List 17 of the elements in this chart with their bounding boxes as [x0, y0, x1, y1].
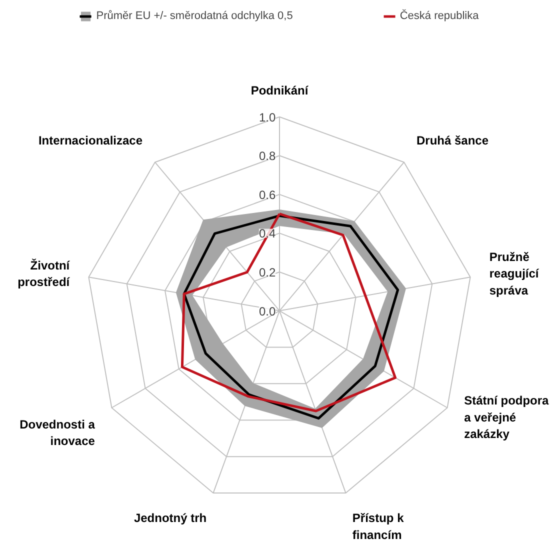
y-tick-label: 0.4: [258, 226, 276, 241]
spoke-label: Internacionalizace: [38, 133, 143, 148]
legend-label: Česká republika: [400, 10, 479, 22]
spoke-label: Podnikání: [250, 83, 309, 98]
y-tick-label: 0.2: [258, 266, 276, 280]
spoke-label: Státní podpora a veřejné zakázky: [464, 394, 550, 442]
legend-label: Průměr EU +/- směrodatná odchylka 0,5: [96, 10, 293, 22]
y-tick-label: 0.6: [258, 188, 276, 202]
spoke-label: Jednotný trh: [134, 511, 207, 526]
y-tick-label: 0.8: [258, 149, 276, 164]
spoke-label: Přístup k financím: [352, 511, 404, 542]
spoke-label: Pružně reagující správa: [489, 250, 540, 298]
y-tick-label: 1.0: [258, 110, 276, 124]
y-tick-label: 0.0: [258, 304, 276, 318]
spoke-label: Dovednosti a inovace: [20, 417, 96, 448]
spoke-label: Životní prostředí: [18, 258, 70, 290]
spoke-label: Druhá šance: [416, 133, 489, 148]
